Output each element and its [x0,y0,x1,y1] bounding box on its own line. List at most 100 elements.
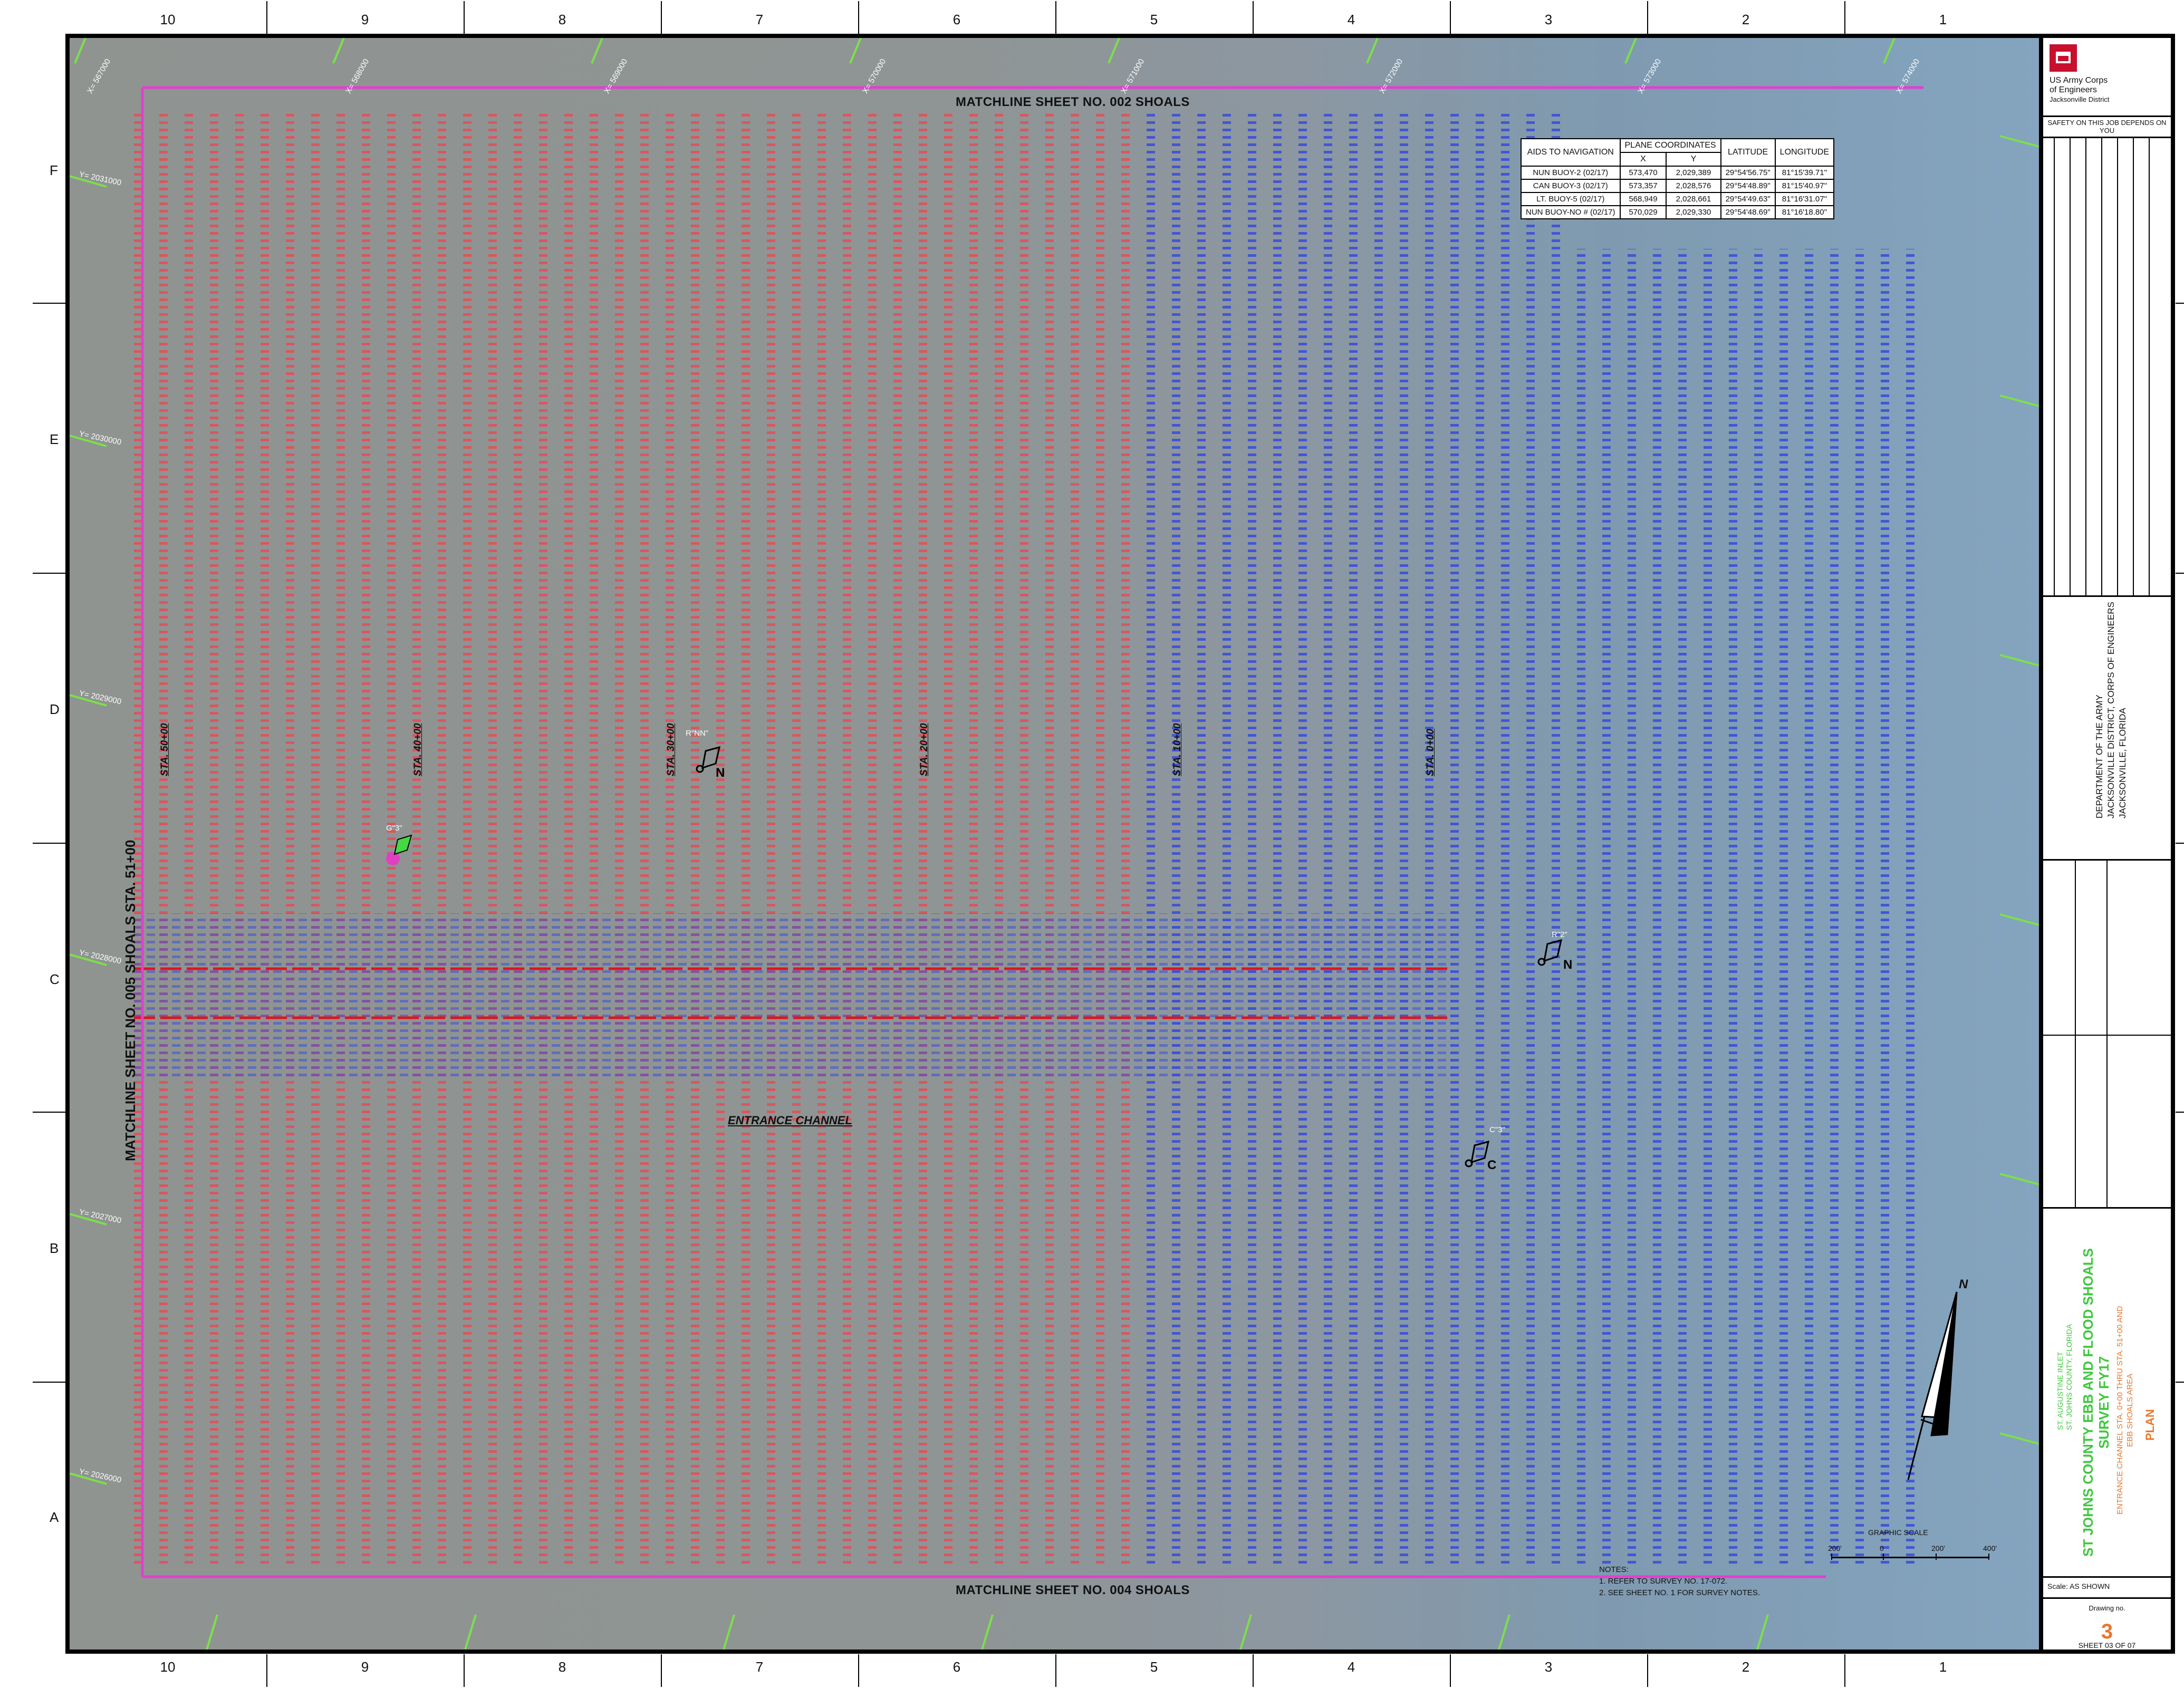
grid-col-label: 5 [1150,1659,1158,1675]
shoal-sounding-column [1019,112,1030,1567]
grid-col-label: 4 [1347,12,1355,27]
can-buoy-icon [1470,1140,1490,1164]
buoy-label: C"3" [1489,1125,1505,1134]
shoal-sounding-column [335,112,346,1567]
title-block: US Army Corps of Engineers Jacksonville … [2043,34,2175,1654]
shoal-sounding-column [386,112,397,1567]
shoal-sounding-column [1120,112,1131,1567]
buoy-letter: N [716,766,725,780]
shoal-sounding-column [665,112,675,1567]
grid-col-label: 3 [1544,1659,1553,1675]
shoal-sounding-column [411,112,422,1567]
grid-col-label: 2 [1742,12,1750,27]
aids-to-navigation-table: AIDS TO NAVIGATION PLANE COORDINATES LAT… [1521,138,1835,219]
scale-value: AS SHOWN [2070,1582,2110,1590]
shoal-sounding-column [639,112,650,1567]
shoal-sounding-column [538,112,549,1567]
grid-col-label: 1 [1939,1659,1947,1675]
designer-block [2043,861,2171,1209]
sheet-title-survey: SURVEY FY17 [2096,1356,2112,1449]
grid-col-label: 9 [361,1659,369,1675]
aids-header: AIDS TO NAVIGATION [1521,138,1621,167]
note-item: 2. SEE SHEET NO. 1 FOR SURVEY NOTES. [1599,1588,1760,1597]
department-line: DEPARTMENT OF THE ARMY [2094,695,2104,818]
matchline-top-label: MATCHLINE SHEET NO. 002 SHOALS [956,95,1190,109]
sheet-subtitle: ENTRANCE CHANNEL STA. 0+00 THRU STA. 51+… [2115,1306,2124,1515]
deep-sounding-column [1804,249,1814,1567]
shoal-sounding-lines [133,112,1131,1567]
nun-buoy-icon [701,746,721,769]
north-arrow-icon [1907,1291,1958,1480]
deep-sounding-column [1247,112,1257,1567]
deep-sounding-column [1854,249,1865,1567]
shoal-sounding-column [589,112,599,1567]
table-cell: 29°54'48.89" [1720,179,1776,193]
deep-sounding-column [1500,112,1510,1567]
sheet-number: SHEET 03 OF 07 [2078,1641,2136,1650]
shoal-sounding-column [1095,112,1105,1567]
deep-sounding-column [1702,249,1713,1567]
shoal-sounding-column [1070,112,1080,1567]
deep-sounding-column [1576,249,1586,1567]
shoal-sounding-column [791,112,802,1567]
shoal-sounding-column [462,112,473,1567]
sheet-subtitle: EBB SHOALS AREA [2125,1373,2134,1447]
project-location: ST. AUGUSTINE INLET [2056,1352,2064,1430]
buoy-symbols [386,746,1563,1168]
grid-col-label: 4 [1347,1659,1355,1675]
table-cell: NUN BUOY-2 (02/17) [1521,166,1621,180]
shoal-sounding-column [437,112,447,1567]
table-cell: 568,949 [1619,192,1667,206]
deep-sounding-column [1829,249,1840,1567]
agency-name: of Engineers [2050,85,2097,94]
buoy-letter: C [1487,1158,1497,1172]
table-row: LT. BUOY-5 (02/17) 568,949 2,028,661 29°54'… [1521,192,1835,206]
buoy-label: R"NN" [686,729,709,738]
agency-name: US Army Corps [2050,76,2108,85]
grid-row-label: F [50,162,58,178]
channel-sounding-band [134,913,1452,1077]
shoal-sounding-column [892,112,903,1567]
coords-header: PLANE COORDINATES [1619,138,1721,153]
survey-notes: NOTES: 1. REFER TO SURVEY NO. 17-072. 2.… [1599,1564,1760,1599]
deep-sounding-column [1525,112,1536,1567]
scale-block: Scale: AS SHOWN [2043,1578,2171,1599]
sheet-title-main: ST JOHNS COUNTY EBB AND FLOOD SHOALS [2080,1248,2096,1557]
table-cell: NUN BUOY-NO # (02/17) [1521,205,1621,219]
grid-col-label: 8 [558,1659,566,1675]
sheet-title-block: ST. AUGUSTINE INLET ST. JOHNS COUNTY, FL… [2043,1209,2171,1578]
department-line: JACKSONVILLE, FLORIDA [2118,708,2128,818]
survey-map: MATCHLINE SHEET NO. 002 SHOALS MATCHLINE… [70,38,2039,1650]
table-cell: 2,028,661 [1666,192,1721,206]
grid-row-label: C [50,971,60,987]
shoal-sounding-column [234,112,245,1567]
drawing-number: 3 [2101,1620,2113,1643]
table-cell: 81°16'18.80" [1774,205,1835,219]
map-frame [65,34,2043,1654]
buoy-label: G"3" [386,824,402,833]
grid-col-label: 6 [953,1659,961,1675]
table-row: NUN BUOY-2 (02/17) 573,470 2,029,389 29°54'… [1521,166,1835,180]
drawing-no-label: Drawing no. [2089,1604,2125,1612]
shoal-sounding-column [563,112,574,1567]
table-cell: 81°16'31.07" [1774,192,1835,206]
deep-sounding-column [1753,249,1764,1567]
table-cell: 2,028,576 [1666,179,1721,193]
buoy-circle-icon [386,852,400,865]
shoal-sounding-column [842,112,852,1567]
deep-sounding-column [1601,249,1612,1567]
buoy-letter: N [1563,958,1573,972]
deep-sounding-column [1171,112,1181,1567]
shoal-sounding-column [513,112,523,1567]
scale-tick-label: 0 [1880,1544,1884,1552]
deep-sounding-column [1551,112,1561,1567]
table-cell: 573,357 [1619,179,1667,193]
grid-col-label: 7 [755,12,764,27]
x-subheader: X [1619,152,1667,167]
green-buoy-icon [393,834,412,855]
soundings-layer [70,38,2039,1650]
shoal-sounding-column [715,112,726,1567]
shoal-sounding-column [994,112,1004,1567]
safety-notice: SAFETY ON THIS JOB DEPENDS ON YOU [2043,117,2171,138]
graphic-scale: 200' 0 200' 400' [1828,1544,2000,1576]
